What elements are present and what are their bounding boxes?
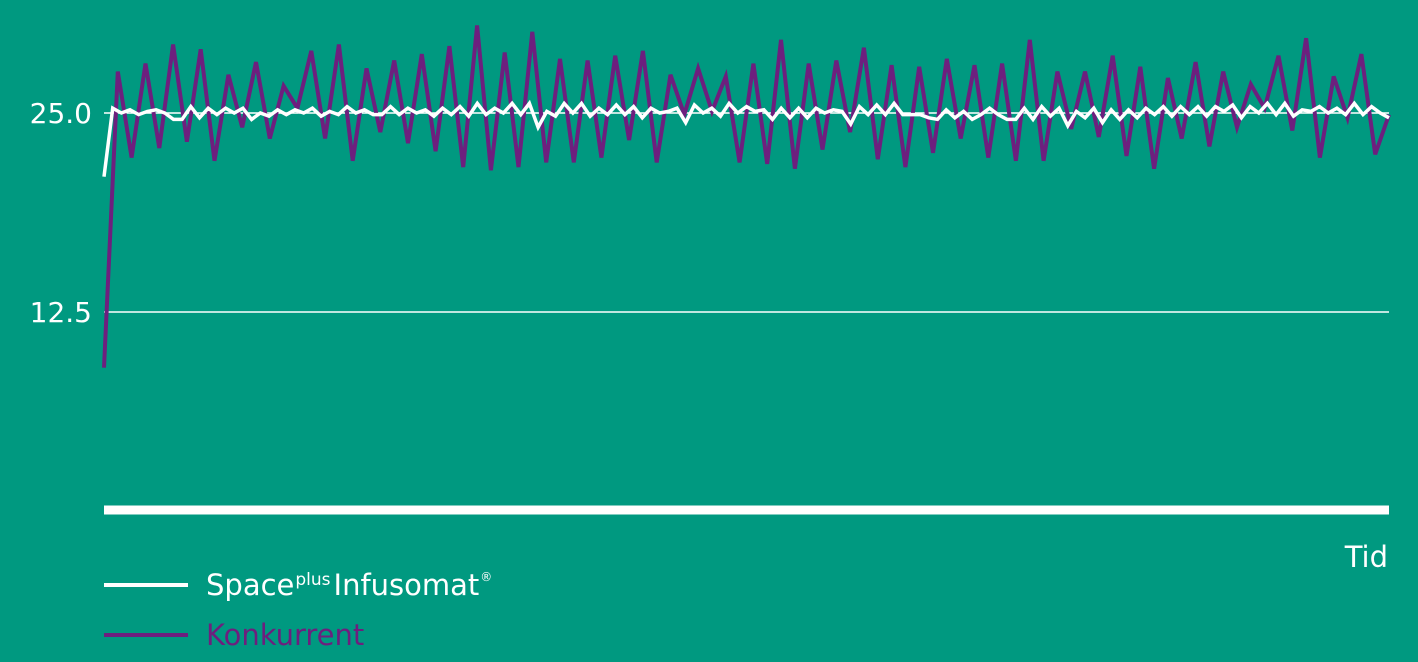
y-axis-tick-labels: 12.5 25.0 xyxy=(30,97,92,329)
legend-item-space: Spaceplus Infusomat® xyxy=(104,560,492,610)
legend-label-competitor: Konkurrent xyxy=(206,618,365,652)
series-line-space-plus xyxy=(102,99,1390,177)
y-tick-label-1: 25.0 xyxy=(30,97,92,130)
x-axis-label: Tid xyxy=(1344,540,1388,574)
y-tick-label-0: 12.5 xyxy=(30,296,92,329)
legend-swatch-competitor xyxy=(104,633,188,637)
legend: Spaceplus Infusomat® Konkurrent xyxy=(104,560,492,660)
legend-item-competitor: Konkurrent xyxy=(104,610,492,660)
series-lines xyxy=(102,25,1391,368)
chart-area: 12.5 25.0 xyxy=(30,25,1391,515)
gridlines xyxy=(104,112,1389,313)
legend-swatch-space xyxy=(104,583,188,587)
legend-label-space: Spaceplus Infusomat® xyxy=(206,568,493,602)
series-line-konkurrent xyxy=(102,25,1391,368)
